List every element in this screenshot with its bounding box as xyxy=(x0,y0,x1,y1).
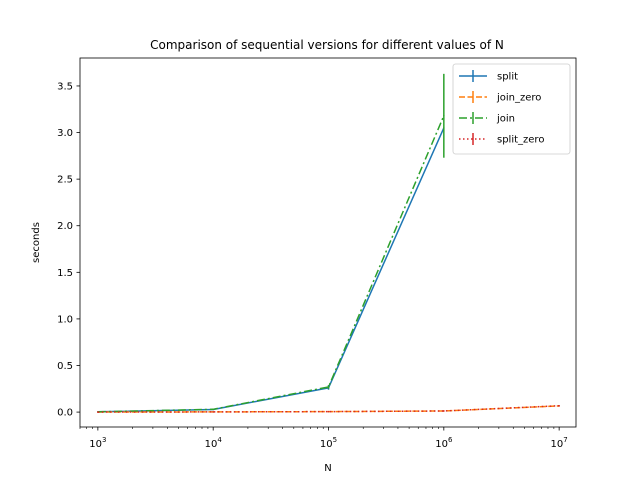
y-axis-ticks: 0.0 0.5 1.0 1.5 2.0 2.5 3.0 3.5 xyxy=(57,81,80,419)
data-point xyxy=(327,410,330,413)
legend-label: join xyxy=(496,114,515,125)
x-axis-label: N xyxy=(324,463,331,474)
y-tick-label: 0.5 xyxy=(57,361,73,372)
y-tick-label: 1.5 xyxy=(57,268,73,279)
chart-title: Comparison of sequential versions for di… xyxy=(150,38,504,52)
y-tick-label: 2.0 xyxy=(57,221,73,232)
legend-item-join_zero: join_zero xyxy=(459,91,541,104)
y-tick-label: 3.5 xyxy=(57,81,73,92)
data-point xyxy=(212,408,214,411)
data-point xyxy=(212,411,214,413)
x-tick-label: 104 xyxy=(205,436,223,450)
series-join xyxy=(97,73,445,413)
legend-item-join: join xyxy=(459,112,515,125)
series-layer xyxy=(97,73,560,413)
legend-label: split xyxy=(497,72,518,83)
x-tick-label: 107 xyxy=(551,436,568,450)
data-point xyxy=(558,404,560,407)
legend-label: join_zero xyxy=(496,93,541,104)
legend-label: split_zero xyxy=(497,135,544,146)
axes-frame xyxy=(79,57,577,428)
y-tick-label: 0.0 xyxy=(57,408,73,419)
x-tick-label: 105 xyxy=(320,436,337,450)
plot-area xyxy=(79,57,577,428)
x-tick-label: 103 xyxy=(89,436,106,450)
series-split xyxy=(97,127,445,413)
series-line xyxy=(97,115,445,413)
legend-box xyxy=(452,63,571,155)
legend-item-split: split xyxy=(459,70,518,83)
data-point xyxy=(97,411,99,413)
y-axis-label: seconds xyxy=(31,222,42,263)
y-tick-label: 1.0 xyxy=(57,314,73,325)
series-split_zero xyxy=(97,404,560,413)
x-tick-label: 106 xyxy=(435,436,453,450)
series-line xyxy=(97,405,560,413)
series-line xyxy=(97,127,445,413)
y-tick-label: 3.0 xyxy=(57,128,73,139)
data-point xyxy=(443,410,445,412)
y-tick-label: 2.5 xyxy=(57,175,73,186)
x-axis-ticks: 103 104 105 106 107 xyxy=(79,427,568,450)
legend-item-split_zero: split_zero xyxy=(459,133,544,146)
